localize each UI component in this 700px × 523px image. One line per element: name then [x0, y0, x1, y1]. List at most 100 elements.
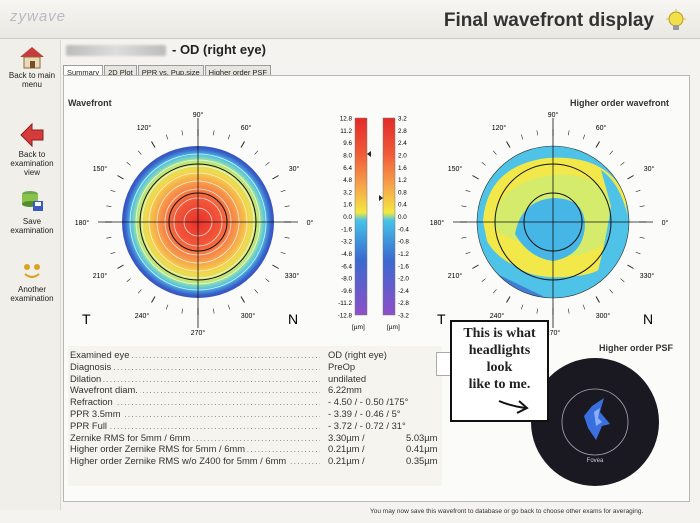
angle-tick — [461, 236, 467, 239]
back-to-examination-view-button[interactable]: Back to examination view — [2, 122, 62, 177]
scale-tick-label: 6.4 — [343, 165, 352, 172]
info-value: OD (right eye) — [328, 349, 387, 360]
angle-tick — [151, 141, 156, 148]
angle-tick — [520, 134, 524, 140]
angle-tick — [106, 205, 112, 208]
psf-display: Fovea — [531, 358, 659, 486]
ho-angle-60: 60° — [596, 124, 607, 132]
back-to-main-menu-button[interactable]: Back to main menu — [2, 45, 62, 89]
angle-tick — [126, 278, 131, 283]
scale-tick-label: -0.4 — [398, 226, 409, 233]
another-examination-button[interactable]: Another examination — [2, 257, 62, 303]
angle-tick — [227, 134, 231, 140]
angle-tick — [117, 175, 124, 180]
ho-angle-120: 120° — [492, 124, 507, 132]
scale-tick-label: 1.6 — [398, 165, 407, 172]
angle-tick — [227, 304, 231, 310]
right-color-bar — [382, 117, 396, 316]
angle-tick — [639, 205, 645, 208]
angle-tick — [272, 175, 279, 180]
ho-angle-270: 270° — [546, 329, 561, 337]
scale-tick-label: -6.4 — [341, 263, 352, 270]
angle-tick — [181, 130, 184, 136]
wavefront-map: 90° 60° 30° 0° 330° 300° 270° 240° 210° … — [75, 111, 314, 337]
info-label: Zernike RMS for 5mm / 6mm — [70, 431, 193, 443]
angle-tick — [265, 161, 270, 166]
angle-tick — [472, 175, 479, 180]
right-scale-unit: [µm] — [387, 324, 400, 331]
info-row: ........................................… — [70, 408, 445, 419]
info-value: undilated — [328, 372, 367, 384]
right-scale-labels: 3.2 2.8 2.4 2.0 1.6 1.2 0.8 0.4 0.0 -0.4 -0.8 -1.2 -… — [398, 116, 409, 320]
angle-tick — [506, 296, 511, 303]
angle-90: 90° — [193, 111, 204, 119]
angle-tick — [151, 296, 156, 303]
info-label: Refraction — [70, 396, 115, 408]
psf-core — [594, 408, 602, 426]
ho-temporal-label: T — [437, 311, 446, 327]
angle-tick — [472, 264, 479, 269]
angle-tick — [639, 236, 645, 239]
scale-tick-label: -1.6 — [341, 226, 352, 233]
leader-dots: ........................................… — [70, 384, 320, 396]
another-examination-label: Another examination — [10, 285, 54, 303]
ho-angle-330: 330° — [640, 272, 655, 280]
angle-tick — [212, 308, 215, 314]
info-value: 0.21µm / — [328, 455, 365, 467]
redacted-patient-name — [66, 45, 166, 57]
angle-tick — [582, 304, 586, 310]
note-line-4: like to me. — [468, 377, 531, 392]
ho-angle-90: 90° — [548, 111, 559, 119]
patient-header: - OD (right eye) — [66, 42, 266, 57]
save-examination-button[interactable]: Save examination — [2, 187, 62, 235]
angle-tick — [254, 289, 259, 294]
angle-120: 120° — [137, 124, 152, 132]
leader-dots: ........................................… — [70, 419, 320, 431]
angle-tick — [272, 264, 279, 269]
temporal-label: T — [82, 311, 91, 327]
angle-tick — [240, 141, 245, 148]
angle-tick — [536, 308, 539, 314]
angle-tick — [567, 130, 570, 136]
scale-tick-label: -2.0 — [398, 276, 409, 283]
save-examination-label: Save examination — [10, 217, 54, 235]
angle-tick — [492, 150, 497, 155]
ho-angle-ticks — [460, 129, 646, 315]
scale-tick-label: 4.8 — [343, 177, 352, 184]
angle-tick — [627, 175, 634, 180]
scale-tick-label: -11.2 — [338, 300, 352, 307]
angle-tick — [254, 150, 259, 155]
status-message: You may now save this wavefront to datab… — [370, 508, 644, 515]
angle-tick — [165, 304, 169, 310]
angle-tick — [110, 251, 116, 255]
note-line-3: look — [486, 360, 513, 375]
info-value: - 4.50 / - 0.50 /175° — [328, 396, 409, 408]
back-arrow-icon — [20, 122, 44, 148]
scale-tick-label: 3.2 — [343, 189, 352, 196]
info-value: - 3.39 / - 0.46 / 5° — [328, 408, 401, 419]
ho-angle-30: 30° — [644, 165, 655, 173]
scale-tick-label: 9.6 — [343, 140, 352, 147]
angle-tick — [609, 150, 614, 155]
right-scale-marker — [379, 195, 383, 201]
higher-order-wavefront-title: Higher order wavefront — [570, 98, 670, 108]
scale-tick-label: 8.0 — [343, 152, 352, 159]
angle-300: 300° — [241, 312, 256, 320]
angle-330: 330° — [285, 272, 300, 280]
scale-tick-label: -12.8 — [338, 313, 353, 320]
scale-tick-label: 1.2 — [398, 177, 407, 184]
angle-tick — [265, 278, 270, 283]
scale-tick-label: 0.0 — [343, 214, 352, 221]
title-bar — [0, 0, 700, 39]
angle-tick — [506, 141, 511, 148]
info-value: 3.30µm / — [328, 431, 365, 443]
ho-angle-210: 210° — [448, 272, 463, 280]
leader-dots: ........................................… — [70, 408, 320, 419]
scale-tick-label: 0.4 — [398, 202, 407, 209]
scale-tick-label: 0.8 — [398, 189, 407, 196]
higher-order-wavefront-map: 90° 60° 30° 0° 330° 300° 270° 240° 210° … — [430, 111, 669, 337]
leader-dots: ........................................… — [70, 431, 320, 443]
ho-nasal-label: N — [643, 311, 653, 327]
angle-tick — [520, 304, 524, 310]
scale-tick-label: -2.8 — [398, 300, 409, 307]
